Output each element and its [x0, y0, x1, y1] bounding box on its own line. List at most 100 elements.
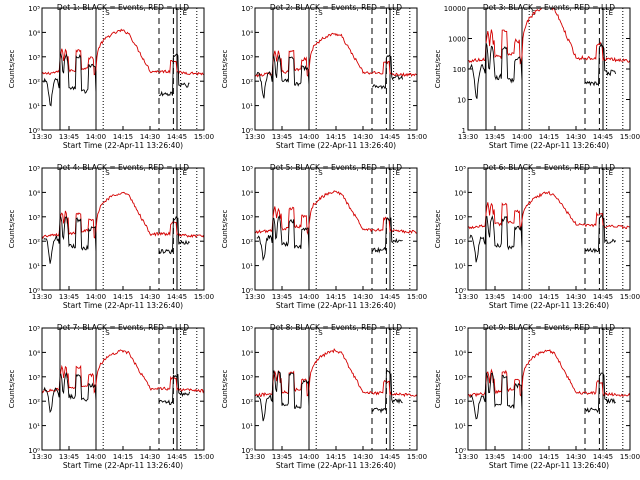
y-tick-label: 10⁵	[28, 165, 40, 173]
y-tick-label: 10⁰	[454, 447, 466, 455]
marker-flag: E	[609, 329, 613, 337]
marker-flag: E	[183, 329, 187, 337]
y-tick-label: 10	[457, 97, 466, 105]
x-tick-label: 14:00	[512, 453, 532, 461]
y-tick-label: 10⁵	[241, 165, 253, 173]
y-tick-label: 10⁵	[28, 325, 40, 333]
x-tick-label: 15:00	[620, 133, 640, 141]
y-tick-label: 10¹	[241, 423, 253, 431]
lld-series-line	[468, 349, 630, 398]
plot-frame	[467, 167, 631, 291]
x-axis-label: Start Time (22-Apr-11 13:26:40)	[489, 141, 609, 150]
plot-frame	[467, 7, 631, 131]
y-tick-label: 10⁴	[28, 189, 40, 197]
y-tick-label: 10⁴	[241, 349, 253, 357]
y-tick-label: 10²	[28, 398, 40, 406]
x-axis-label: Start Time (22-Apr-11 13:26:40)	[276, 141, 396, 150]
x-tick-label: 14:45	[593, 453, 613, 461]
plot-frame	[41, 167, 205, 291]
x-tick-label: 14:00	[299, 293, 319, 301]
x-tick-label: 13:30	[458, 453, 478, 461]
x-tick-label: 13:45	[272, 453, 292, 461]
events-series-line	[43, 52, 190, 107]
x-tick-label: 13:45	[59, 133, 79, 141]
x-axis-label: Start Time (22-Apr-11 13:26:40)	[276, 461, 396, 470]
panel-title: Det 9: BLACK = Events, RED = LLD	[483, 323, 615, 332]
y-tick-label: 10⁰	[454, 287, 466, 295]
x-tick-label: 14:30	[140, 133, 160, 141]
marker-flag: E	[396, 169, 400, 177]
y-tick-label: 10⁵	[454, 325, 466, 333]
x-tick-label: 13:30	[245, 293, 265, 301]
plot-frame	[254, 167, 418, 291]
x-tick-label: 14:15	[113, 453, 133, 461]
x-tick-label: 14:45	[380, 453, 400, 461]
x-tick-label: 14:15	[326, 453, 346, 461]
y-tick-label: 10³	[241, 374, 253, 382]
y-tick-label: 10⁰	[28, 127, 40, 135]
x-tick-label: 14:00	[86, 293, 106, 301]
events-series-line	[43, 372, 191, 414]
marker-flag: E	[609, 9, 613, 17]
y-axis-label: Counts/sec	[434, 210, 442, 249]
x-tick-label: 15:00	[407, 293, 427, 301]
lld-series-line	[468, 190, 630, 230]
x-tick-label: 13:30	[458, 133, 478, 141]
x-tick-label: 14:30	[566, 453, 586, 461]
y-axis-label: Counts/sec	[221, 370, 229, 409]
x-tick-label: 14:30	[140, 293, 160, 301]
x-tick-label: 13:45	[272, 293, 292, 301]
x-axis-label: Start Time (22-Apr-11 13:26:40)	[63, 461, 183, 470]
y-tick-label: 10¹	[28, 263, 40, 271]
lld-series-line	[42, 28, 204, 76]
x-axis-label: Start Time (22-Apr-11 13:26:40)	[63, 301, 183, 310]
plot-frame	[41, 7, 205, 131]
x-tick-label: 14:30	[353, 453, 373, 461]
marker-flag: E	[183, 9, 187, 17]
panel-title: Det 5: BLACK = Events, RED = LLD	[270, 163, 402, 172]
x-tick-label: 14:30	[566, 133, 586, 141]
x-tick-label: 14:45	[593, 293, 613, 301]
y-tick-label: 10²	[454, 238, 466, 246]
x-axis-label: Start Time (22-Apr-11 13:26:40)	[489, 301, 609, 310]
y-tick-label: 10²	[454, 398, 466, 406]
y-tick-label: 10¹	[241, 263, 253, 271]
x-tick-label: 14:30	[353, 133, 373, 141]
x-tick-label: 13:30	[245, 453, 265, 461]
plot-frame	[254, 7, 418, 131]
x-tick-label: 14:15	[539, 453, 559, 461]
x-tick-label: 14:15	[326, 133, 346, 141]
y-tick-label: 10³	[28, 54, 40, 62]
y-tick-label: 10²	[28, 238, 40, 246]
y-tick-label: 10⁵	[454, 165, 466, 173]
x-tick-label: 15:00	[194, 133, 214, 141]
x-axis-label: Start Time (22-Apr-11 13:26:40)	[489, 461, 609, 470]
x-axis-label: Start Time (22-Apr-11 13:26:40)	[63, 141, 183, 150]
x-tick-label: 15:00	[194, 453, 214, 461]
x-axis-label: Start Time (22-Apr-11 13:26:40)	[276, 301, 396, 310]
x-tick-label: 14:45	[167, 293, 187, 301]
x-tick-label: 13:45	[272, 133, 292, 141]
y-tick-label: 10⁵	[241, 325, 253, 333]
y-tick-label: 10¹	[28, 103, 40, 111]
x-tick-label: 15:00	[407, 453, 427, 461]
y-tick-label: 10⁰	[241, 447, 253, 455]
y-axis-label: Counts/sec	[434, 370, 442, 409]
x-tick-label: 15:00	[620, 453, 640, 461]
x-tick-label: 13:45	[485, 133, 505, 141]
x-tick-label: 14:45	[593, 133, 613, 141]
marker-flag: S	[531, 329, 536, 337]
panel-title: Det 2: BLACK = Events, RED = LLD	[270, 3, 402, 12]
marker-flag: S	[531, 169, 536, 177]
y-tick-label: 10⁵	[241, 5, 253, 13]
marker-flag: S	[105, 329, 110, 337]
x-tick-label: 13:45	[485, 453, 505, 461]
panel-title: Det 1: BLACK = Events, RED = LLD	[57, 3, 189, 12]
x-tick-label: 13:30	[32, 453, 52, 461]
marker-flag: E	[396, 9, 400, 17]
y-axis-label: Counts/sec	[8, 370, 16, 409]
